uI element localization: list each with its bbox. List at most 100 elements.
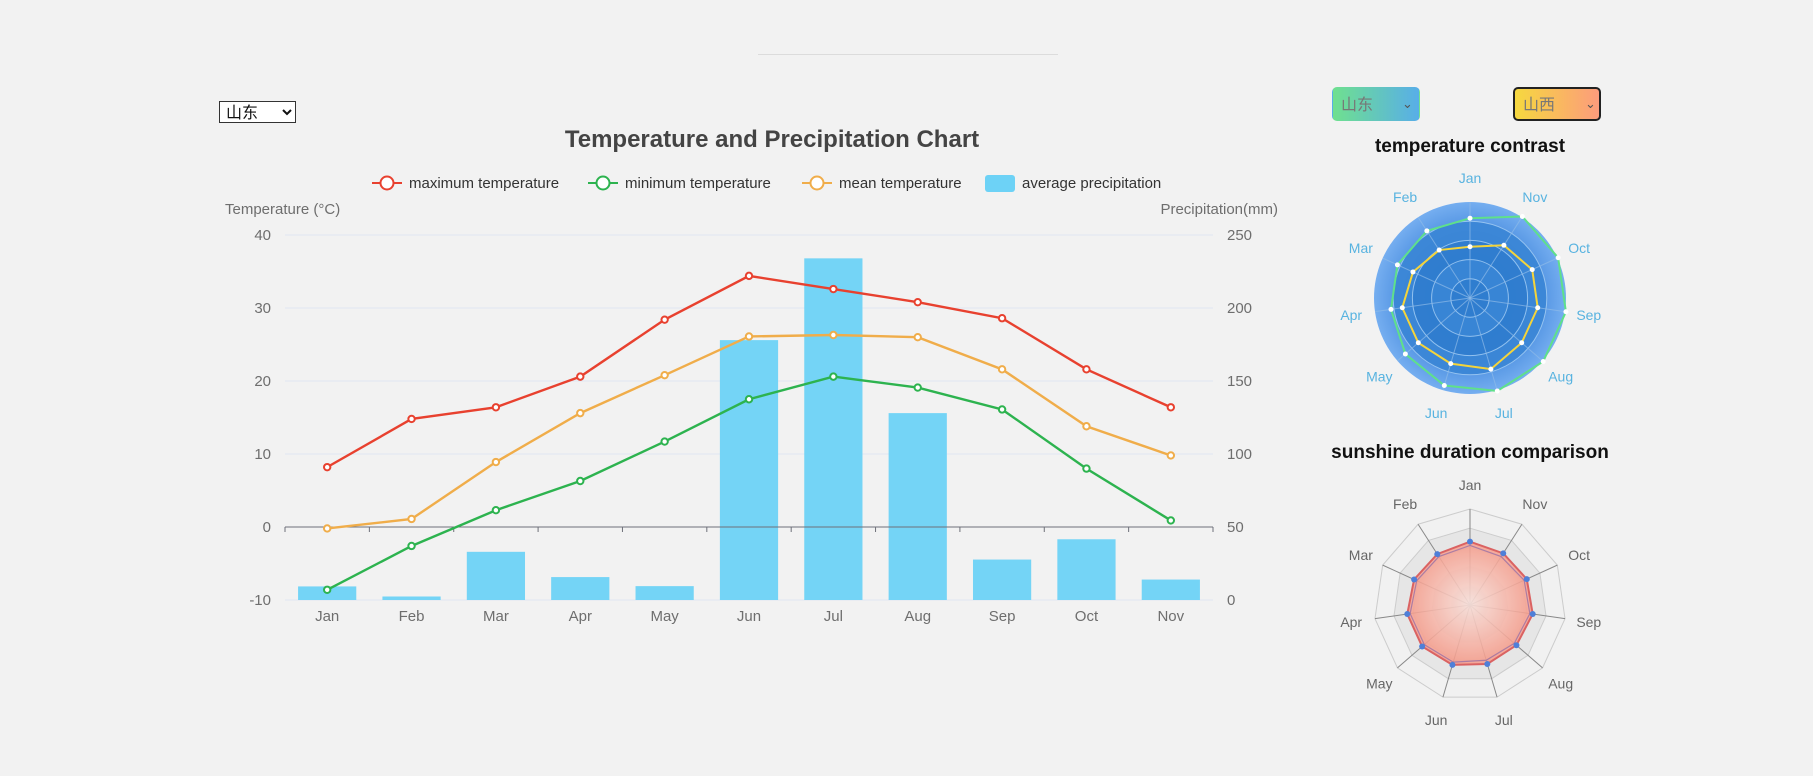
- mean-temp-point: [829, 330, 838, 340]
- max-temp-point: [913, 297, 922, 307]
- radar-sun-point: [1404, 611, 1411, 618]
- precip-bar: [804, 258, 863, 600]
- x-tick-label: Sep: [989, 608, 1016, 625]
- x-tick-label: Feb: [399, 608, 425, 625]
- min-temp-point: [660, 437, 669, 446]
- radar-temp-label: Apr: [1340, 307, 1362, 323]
- legend-label-precip: average precipitation: [1022, 175, 1161, 192]
- radar-axis: [1469, 297, 1498, 391]
- max-temp-point: [491, 403, 501, 412]
- radar-sun-point: [1513, 642, 1520, 649]
- precip-bar: [551, 577, 610, 600]
- compare-province-b-select[interactable]: 山西: [1513, 87, 1601, 121]
- radar-temp-label: May: [1366, 369, 1392, 385]
- radar-sun-point: [1411, 576, 1418, 583]
- y-tick-label-right: 0: [1227, 592, 1235, 609]
- radar-temp-point: [1535, 305, 1541, 311]
- radar-axis: [1469, 297, 1543, 362]
- radar-sun-label: Oct: [1568, 547, 1590, 563]
- max-temp-point: [407, 414, 416, 424]
- x-tick-label: Jun: [737, 608, 761, 625]
- min-temp-point: [1166, 516, 1176, 525]
- radar-temp-label: Nov: [1522, 189, 1547, 205]
- mean-temp-point: [491, 457, 501, 467]
- radar-sun-label: May: [1366, 676, 1392, 692]
- radar-temp-point: [1488, 366, 1494, 372]
- y-tick-label-left: 30: [254, 300, 271, 317]
- radar-sun-label: Sep: [1576, 614, 1601, 630]
- legend-item-max[interactable]: maximum temperature: [372, 175, 559, 192]
- precip-bar: [1057, 539, 1116, 600]
- radar-sun-label: Mar: [1349, 547, 1373, 563]
- y-tick-label-left: 10: [254, 446, 271, 463]
- y-tick-label-left: -10: [249, 592, 271, 609]
- radar-temp-label: Aug: [1548, 369, 1573, 385]
- mean-temp-point: [407, 514, 416, 524]
- min-temp-point: [322, 585, 332, 594]
- min-temp-point: [1082, 464, 1091, 473]
- max-temp-point: [1082, 365, 1091, 374]
- province-select[interactable]: 山东: [219, 101, 296, 123]
- min-temp-point: [913, 383, 922, 392]
- precip-bar: [466, 551, 526, 600]
- precip-bar: [635, 586, 694, 600]
- radar-temp-label: Oct: [1568, 240, 1590, 256]
- radar-sun-point: [1484, 660, 1491, 667]
- max-temp-point: [997, 314, 1007, 323]
- y-tick-label-right: 200: [1227, 300, 1252, 317]
- radar-sun-point: [1449, 661, 1456, 668]
- max-temp-point: [744, 271, 754, 281]
- max-temp-point: [829, 284, 838, 294]
- max-temp-point: [660, 315, 669, 324]
- radar-temp-series-b: [1401, 244, 1539, 371]
- y-tick-label-right: 50: [1227, 519, 1244, 536]
- x-tick-label: Oct: [1075, 608, 1099, 625]
- main-chart-title: Temperature and Precipitation Chart: [565, 126, 979, 153]
- radar-temp-label: Sep: [1576, 307, 1601, 323]
- radar-temp-point: [1519, 340, 1525, 346]
- radar-sun-point: [1434, 551, 1441, 558]
- compare-province-a-select[interactable]: 山东: [1332, 87, 1420, 121]
- radar-temp-point: [1399, 305, 1405, 311]
- precip-bar: [719, 340, 779, 600]
- legend-item-precip[interactable]: average precipitation: [985, 175, 1161, 192]
- radar-sunshine-comparison: Jan Nov Oct Sep Aug Jul Jun May Apr Mar Feb: [1340, 477, 1601, 728]
- radar-temp-point: [1501, 242, 1507, 248]
- mean-temp-point: [322, 524, 332, 533]
- radar-temp-title: temperature contrast: [1375, 136, 1566, 157]
- y-tick-label-left: 40: [254, 227, 271, 244]
- radar-temp-point: [1555, 255, 1561, 261]
- legend-item-min[interactable]: minimum temperature: [588, 175, 771, 192]
- x-tick-label: Aug: [904, 608, 931, 625]
- precip-bar: [888, 413, 947, 600]
- radar-axis: [1442, 297, 1471, 391]
- y-tick-label-right: 100: [1227, 446, 1252, 463]
- x-tick-label: Apr: [569, 608, 592, 625]
- radar-sun-label: Feb: [1393, 496, 1417, 512]
- radar-temp-point: [1494, 388, 1500, 394]
- min-temp-point: [407, 541, 416, 551]
- radar-temp-point: [1424, 228, 1430, 234]
- min-temp-point: [576, 476, 585, 486]
- y-axis-left-label: Temperature (°C): [225, 201, 340, 218]
- radar-axis: [1469, 297, 1566, 313]
- radar-temp-point: [1436, 247, 1442, 253]
- min-temp-point: [744, 395, 754, 404]
- precip-bar: [382, 596, 441, 600]
- min-temp-point: [829, 372, 838, 381]
- radar-temp-point: [1415, 340, 1421, 346]
- legend-label-mean: mean temperature: [839, 175, 962, 192]
- x-tick-label: Jan: [315, 608, 339, 625]
- radar-temp-label: Mar: [1349, 240, 1373, 256]
- mean-temp-point: [576, 408, 585, 418]
- radar-sun-point: [1529, 611, 1536, 618]
- legend-item-mean[interactable]: mean temperature: [802, 175, 962, 192]
- max-temp-point: [322, 462, 332, 472]
- precip-bar: [1141, 579, 1200, 600]
- radar-sun-label: Jul: [1495, 712, 1513, 728]
- radar-sun-label: Aug: [1548, 676, 1573, 692]
- radar-temp-label: Jul: [1495, 405, 1513, 421]
- radar-sun-label: Jan: [1459, 477, 1482, 493]
- radar-temp-point: [1467, 215, 1473, 221]
